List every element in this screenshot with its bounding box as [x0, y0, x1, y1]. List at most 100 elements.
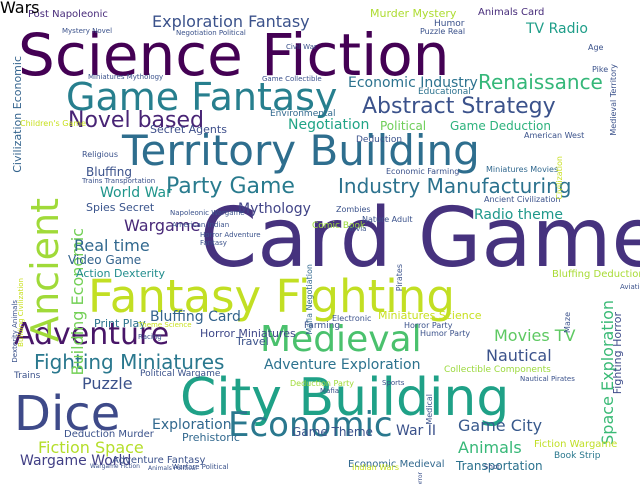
word-world-war: World War: [100, 185, 172, 201]
word-sports: Sports: [382, 379, 405, 387]
word-religious: Religious: [82, 150, 118, 159]
word-wargame: Wargame: [124, 216, 201, 235]
word-ancient-civilization: Ancient Civilization: [484, 195, 561, 204]
word-napoleonic-wargame: Napoleonic Wargame: [170, 209, 245, 217]
word-horror-miniatures: Horror Miniatures: [200, 327, 296, 340]
word-party-game: Party Game: [166, 174, 295, 199]
word-novel-based: Novel based: [68, 108, 204, 133]
word-american-west: American West: [524, 131, 585, 140]
word-animals: Animals: [458, 438, 522, 457]
word-game-city: Game City: [458, 416, 543, 435]
word-game-collectible: Game Collectible: [262, 75, 322, 83]
word-dice: Dice: [14, 386, 121, 442]
word-animals-card: Animals Card: [478, 7, 545, 18]
word-civil-war: Civil War: [286, 43, 317, 51]
word-shot: Shot: [484, 463, 500, 471]
word-action-dexterity: Action Dexterity: [76, 267, 165, 280]
word-wargame-world: Wargame World: [20, 453, 132, 469]
word-wars: Wars: [0, 0, 40, 17]
word-tv-radio: TV Radio: [526, 21, 588, 37]
word-childrens-game: Children's Game: [20, 119, 87, 128]
word-collectible-components: Collectible Components: [444, 365, 551, 375]
word-trivia: Trivia: [348, 225, 367, 233]
word-pirates: Pirates: [395, 264, 404, 292]
word-animals-political: Animals Political: [148, 465, 197, 472]
word-war-ii: War II: [396, 423, 436, 439]
word-real-time: Real time: [74, 236, 150, 255]
word-adventure: Adventure: [14, 317, 170, 352]
word-miniatures-mythology: Miniatures Mythology: [88, 73, 164, 81]
word-maze: Maze: [563, 312, 572, 333]
word-bluffing-deduction: Bluffing Deduction: [552, 269, 640, 280]
word-murder-mystery: Murder Mystery: [370, 7, 457, 20]
word-bluffing-card: Bluffing Card: [150, 309, 241, 325]
word-farming: Farming: [304, 321, 341, 331]
word-secret-agents: Secret Agents: [150, 123, 227, 136]
word-medieval: Medieval: [260, 319, 422, 360]
word-theme-science: Theme Science: [138, 321, 192, 329]
word-horror: Horror: [417, 472, 424, 484]
word-movies-tv: Movies TV: [494, 326, 576, 345]
word-negotiation: Negotiation: [288, 117, 370, 133]
word-zombies: Zombies: [336, 205, 371, 214]
word-transportation: Transportation: [456, 459, 543, 473]
word-building-civilization: Building Civilization: [17, 278, 25, 347]
word-deduction-murder: Deduction Murder: [64, 429, 154, 440]
word-industry-manufacturing: Industry Manufacturing: [338, 174, 572, 198]
word-age: Age: [588, 43, 604, 52]
word-economic-industry: Economic Industry: [348, 75, 478, 91]
word-print-play: Print Play: [94, 317, 146, 330]
word-humor-party: Humor Party: [420, 329, 471, 338]
word-horror-party: Horror Party: [404, 321, 453, 330]
word-fighting-miniatures: Fighting Miniatures: [34, 350, 225, 374]
word-economic-farming: Economic Farming: [386, 167, 460, 176]
word-exploration: Exploration: [152, 417, 232, 433]
word-game-fantasy: Game Fantasy: [66, 75, 338, 119]
word-warfare-political: Warfare Political: [172, 463, 229, 471]
word-pike: Pike: [592, 65, 609, 74]
word-political: Political: [380, 119, 427, 133]
word-post-napoleonic: Post Napoleonic: [28, 9, 108, 20]
word-american-indian: American Indian: [172, 221, 230, 229]
word-indian-wars: Indian Wars: [352, 463, 400, 472]
word-comic-book: Comic Book: [312, 221, 366, 231]
word-fantasy-fighting: Fantasy Fighting: [88, 270, 455, 323]
word-adventure-fantasy: Adventure Fantasy: [112, 455, 206, 466]
word-trains: Trains: [14, 371, 41, 381]
word-city-building: City Building: [180, 368, 510, 428]
word-mystery-novel: Mystery Novel: [62, 27, 113, 35]
word-negotiation-political: Negotiation Political: [176, 29, 246, 37]
word-fantasy: Fantasy: [200, 239, 227, 247]
word-radio-theme: Radio theme: [474, 207, 564, 223]
word-book-strip: Book Strip: [554, 451, 601, 461]
word-mythology: Mythology: [238, 201, 311, 217]
word-aviation-flight: Aviation Flight: [620, 283, 640, 291]
word-fighting-horror: Fighting Horror: [611, 312, 624, 395]
word-card-game: Card Game: [200, 191, 640, 286]
word-wargame-fiction: Wargame Fiction: [90, 463, 140, 470]
word-exploration-fantasy: Exploration Fantasy: [152, 12, 310, 31]
word-science-fiction: Science Fiction: [18, 21, 450, 89]
word-political-wargame: Political Wargame: [140, 369, 221, 379]
word-economic-medieval: Economic Medieval: [348, 459, 445, 470]
word-humor: Humor: [434, 19, 465, 29]
word-fiction-wargame: Fiction Wargame: [534, 439, 618, 450]
word-travel: Travel: [236, 335, 269, 348]
word-civilization: Civilization: [555, 156, 564, 200]
word-ancient: Ancient: [23, 198, 67, 342]
word-nature-adult: Nature Adult: [362, 215, 413, 224]
word-puzzle-real: Puzzle Real: [420, 27, 466, 36]
word-video-game: Video Game: [68, 253, 142, 267]
word-miniatures-science: Miniatures Science: [378, 309, 482, 322]
word-territory-building: Territory Building: [122, 126, 480, 175]
word-nautical: Nautical: [486, 346, 552, 365]
word-game-deduction: Game Deduction: [450, 119, 551, 133]
word-environmental: Environmental: [270, 109, 336, 119]
word-puzzle: Puzzle: [82, 374, 133, 393]
word-civilization-economic: Civilization Economic: [11, 56, 24, 173]
word-trains-transportation: Trains Transportation: [82, 177, 156, 185]
word-horror-adventure: Horror Adventure: [200, 231, 261, 239]
word-fiction-space: Fiction Space: [38, 438, 144, 457]
word-game-theme: Game Theme: [292, 425, 373, 439]
